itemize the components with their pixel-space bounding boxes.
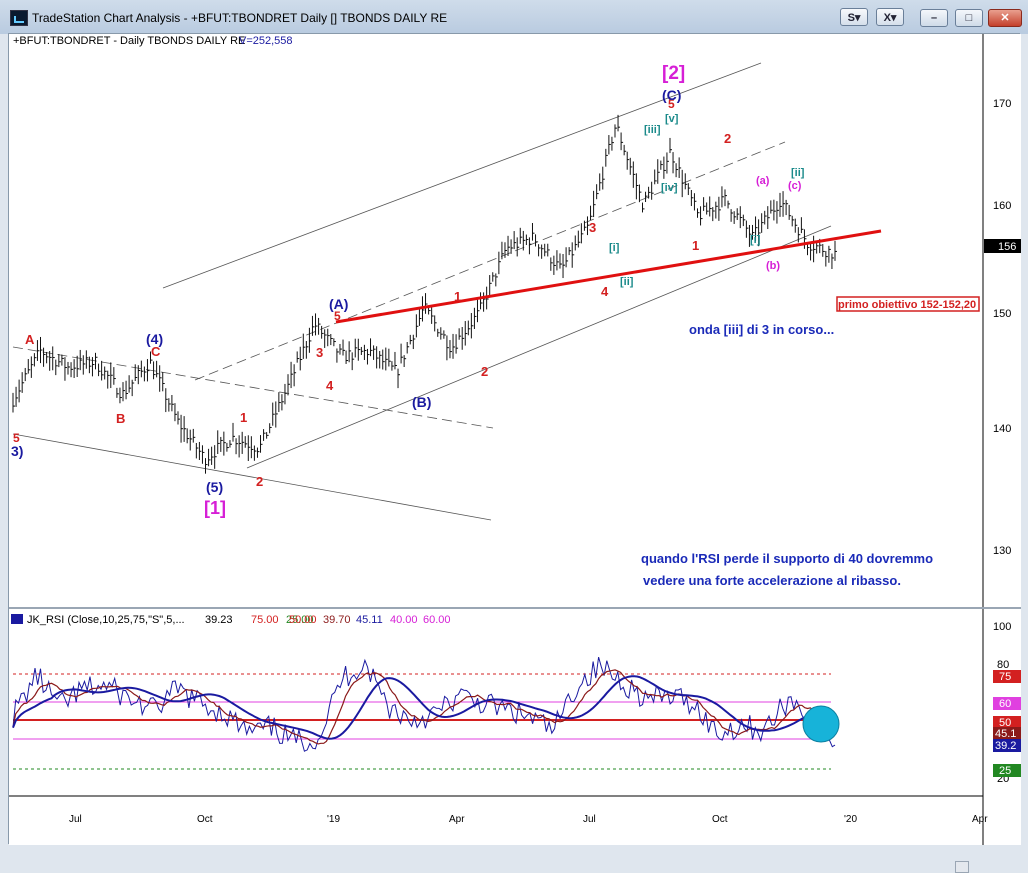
wave-label-1-c: 1 [692,238,699,253]
rsi-comment-line-2: vedere una forte accelerazione al ribass… [643,573,901,588]
wave-label-bracket-2: [2] [662,63,685,84]
x-label-oct-19: Oct [712,814,728,825]
wave-label-i-a: [i] [609,242,620,254]
wave-label-2-a: 2 [256,474,263,489]
x-label-20: '20 [844,814,857,825]
x-label-apr-20: Apr [972,814,988,825]
maximize-icon: □ [965,12,973,24]
elliott-wave-labels: A B C (4) 5 3) (5) [1] 1 2 3 4 5 (A) (B)… [11,63,805,518]
wave-label-paren-4: (4) [146,331,163,347]
chart-window[interactable]: +BFUT:TBONDRET - Daily TBONDS DAILY RE V… [8,33,1021,873]
rsi-header-values: 39.23 75.00 25.00 50.00 39.70 45.11 40.0… [205,614,451,626]
rsi-badge-39: 39.2 [995,740,1016,752]
price-tick-150: 150 [993,308,1011,320]
svg-text:75.00: 75.00 [251,614,279,626]
wave-label-bracket-1: [1] [204,498,226,518]
minimize-icon: – [930,12,938,24]
chart-canvas[interactable]: +BFUT:TBONDRET - Daily TBONDS DAILY RE V… [9,34,1021,845]
rsi-fast-line [12,656,836,752]
wave-label-2-c: 2 [724,131,731,146]
svg-text:45.11: 45.11 [356,614,383,626]
rsi-lines [12,656,836,752]
wave-label-4-a: 4 [326,378,334,393]
wave-label-paren-C: (C) [662,87,681,103]
svg-text:50.00: 50.00 [289,614,317,626]
last-price-badge: 156 [998,241,1016,253]
wave-label-B: B [116,411,125,426]
tradestation-app-icon [10,10,28,26]
wave-label-iv: [iv] [661,182,678,194]
wave-label-iii: [iii] [644,124,661,136]
price-tick-160: 160 [993,200,1011,212]
wave-label-ii-b: [ii] [791,167,805,179]
rsi-comment-line-1: quando l'RSI perde il supporto di 40 dov… [641,551,933,566]
price-tick-130: 130 [993,545,1011,557]
x-label-apr-19: Apr [449,814,465,825]
wave-label-1-b: 1 [454,289,461,304]
wave-label-a-small: (a) [756,175,770,187]
x-dropdown-button[interactable]: X▾ [876,8,904,26]
price-axis: 170 160 150 140 130 156 [984,98,1021,557]
wave-comment: onda [iii] di 3 in corso... [689,322,834,337]
rsi-tick-100: 100 [993,621,1011,633]
wave-label-b-small: (b) [766,260,780,272]
svg-text:39.23: 39.23 [205,614,233,626]
wave-label-paren-5: (5) [206,479,223,495]
wave-label-1-a: 1 [240,410,247,425]
wave-label-A: A [25,332,35,347]
rsi-badge-75: 75 [999,671,1011,683]
svg-text:39.70: 39.70 [323,614,351,626]
volume-readout: V=252,558 [239,35,293,47]
svg-text:25.00: 25.00 [286,614,314,626]
wave-label-ii-a: [ii] [620,276,634,288]
rsi-highlight-circle [802,705,840,743]
x-label-oct-18: Oct [197,814,213,825]
rsi-indicator-header[interactable]: JK_RSI (Close,10,25,75,"S",5,... [27,614,185,626]
time-axis: Jul Oct '19 Apr Jul Oct '20 Apr [69,814,988,825]
wave-label-v: [v] [665,113,679,125]
rsi-badge-60: 60 [999,698,1011,710]
wave-label-c-small: (c) [788,180,802,192]
support-trendline [335,229,882,324]
wave-label-5-a: 5 [334,309,341,323]
rsi-badge-25: 25 [999,765,1011,777]
x-label-jul-19: Jul [583,814,596,825]
window-title: TradeStation Chart Analysis - +BFUT:TBON… [32,11,448,25]
rsi-tick-80: 80 [997,659,1009,671]
wave-label-C: C [151,344,161,359]
wave-label-4-b: 4 [601,284,609,299]
rsi-signal-line [12,669,836,745]
price-bars [12,114,837,474]
svg-text:40.00: 40.00 [390,614,418,626]
rsi-badge-45: 45.1 [995,728,1016,740]
close-button[interactable]: ✕ [988,9,1022,27]
rsi-axis: 100 80 20 75 60 50 45.1 39.2 25 [993,621,1021,785]
title-bar: TradeStation Chart Analysis - +BFUT:TBON… [0,0,1028,34]
svg-text:60.00: 60.00 [423,614,451,626]
x-label-jul-18: Jul [69,814,82,825]
price-tick-140: 140 [993,423,1011,435]
wave-label-5-left: 5 [13,431,20,445]
x-label-19: '19 [327,814,340,825]
price-tick-170: 170 [993,98,1011,110]
wave-label-2-b: 2 [481,364,488,379]
maximize-button[interactable]: □ [955,9,983,27]
rsi-average-line [12,675,836,740]
rsi-badge-50: 50 [999,717,1011,729]
s-dropdown-button[interactable]: S▾ [840,8,868,26]
price-channel-lines [12,62,832,521]
wave-label-i-b: [i] [750,234,761,246]
wave-label-paren-B: (B) [412,394,431,410]
minimize-button[interactable]: – [920,9,948,27]
target-annotation: primo obiettivo 152-152,20 [838,299,976,311]
wave-label-3-left: 3) [11,443,23,459]
chart-symbol-header: +BFUT:TBONDRET - Daily TBONDS DAILY RE [13,35,245,47]
wave-label-3-a: 3 [316,345,323,360]
close-icon: ✕ [1000,12,1010,24]
wave-label-paren-A: (A) [329,296,348,312]
chart-scrollbar-thumb[interactable] [955,861,969,873]
wave-label-5-top: 5 [668,97,675,111]
wave-label-3-b: 3 [589,220,596,235]
